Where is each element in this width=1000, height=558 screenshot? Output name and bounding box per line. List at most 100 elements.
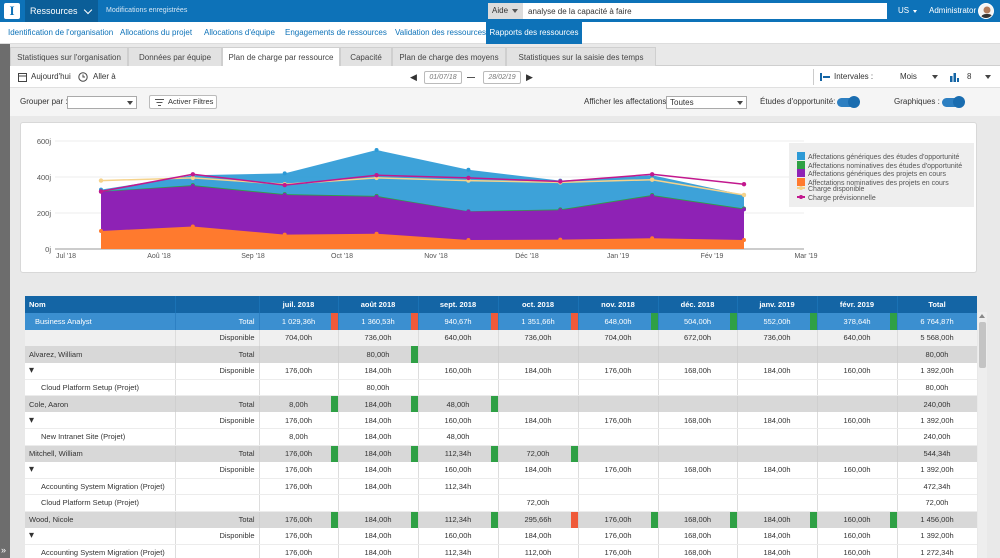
value-cell[interactable] — [658, 445, 738, 462]
value-cell[interactable]: 672,00h — [658, 329, 738, 346]
total-cell[interactable]: 472,34h — [897, 478, 977, 495]
value-cell[interactable]: 176,00h — [259, 511, 339, 528]
value-cell[interactable] — [737, 445, 818, 462]
total-cell[interactable]: 1 392,00h — [897, 412, 977, 429]
app-logo[interactable]: I — [4, 3, 20, 19]
value-cell[interactable] — [817, 494, 898, 512]
value-cell[interactable]: 184,00h — [737, 461, 818, 479]
value-cell[interactable] — [817, 478, 898, 495]
value-cell[interactable]: 704,00h — [578, 329, 659, 346]
value-cell[interactable]: 184,00h — [338, 412, 419, 429]
value-cell[interactable] — [737, 494, 818, 512]
value-cell[interactable]: 648,00h — [578, 313, 659, 330]
next-period-icon[interactable]: ▶ — [526, 72, 533, 82]
value-cell[interactable]: 1 029,36h — [259, 313, 339, 330]
value-cell[interactable]: 176,00h — [259, 412, 339, 429]
nav-resource-commitments[interactable]: Engagements de ressources — [285, 28, 387, 37]
value-cell[interactable]: 160,00h — [817, 544, 898, 558]
tab-organisation-stats[interactable]: Statistiques sur l'organisation — [10, 47, 128, 66]
opportunity-studies-toggle[interactable] — [837, 96, 860, 108]
value-cell[interactable]: 48,00h — [418, 395, 499, 412]
value-cell[interactable]: 176,00h — [259, 445, 339, 462]
resource-row[interactable]: Wood, Nicole Total 176,00h 184,00h 112,34h 29… — [25, 511, 977, 528]
value-cell[interactable]: 112,34h — [418, 445, 499, 462]
value-cell[interactable]: 736,00h — [498, 329, 579, 346]
value-cell[interactable]: 80,00h — [338, 346, 419, 363]
project-row[interactable]: Accounting System Migration (Projet) 176,… — [25, 478, 977, 495]
group-by-select[interactable] — [67, 96, 137, 109]
value-cell[interactable] — [578, 346, 659, 363]
value-cell[interactable] — [578, 379, 659, 396]
value-cell[interactable]: 160,00h — [817, 412, 898, 429]
value-cell[interactable]: 176,00h — [259, 527, 339, 545]
value-cell[interactable]: 184,00h — [498, 527, 579, 545]
tab-timesheet-stats[interactable]: Statistiques sur la saisie des temps — [506, 47, 656, 66]
value-cell[interactable]: 72,00h — [498, 445, 579, 462]
column-header[interactable]: juil. 2018 — [259, 296, 339, 313]
legend-item[interactable]: Charge disponible — [797, 186, 864, 193]
tab-capacity[interactable]: Capacité — [340, 47, 392, 66]
value-cell[interactable]: 176,00h — [578, 527, 659, 545]
resource-row[interactable]: Mitchell, William Total 176,00h 184,00h 112,… — [25, 445, 977, 462]
scrollbar-thumb[interactable] — [979, 322, 986, 368]
value-cell[interactable]: 184,00h — [737, 527, 818, 545]
value-cell[interactable] — [737, 395, 818, 412]
charts-toggle[interactable] — [942, 96, 965, 108]
value-cell[interactable]: 184,00h — [498, 362, 579, 380]
value-cell[interactable]: 48,00h — [418, 428, 499, 446]
scroll-up-icon[interactable] — [979, 314, 985, 318]
column-header[interactable]: août 2018 — [338, 296, 419, 313]
column-header[interactable] — [175, 296, 260, 313]
show-assignments-select[interactable]: Toutes — [666, 96, 747, 109]
tab-means-workload[interactable]: Plan de charge des moyens — [392, 47, 506, 66]
nav-resource-reports[interactable]: Rapports des ressources — [486, 22, 582, 44]
value-cell[interactable]: 160,00h — [817, 511, 898, 528]
value-cell[interactable] — [498, 346, 579, 363]
legend-item[interactable]: Affectations nominatives des études d'op… — [797, 160, 962, 170]
total-cell[interactable]: 240,00h — [897, 428, 977, 446]
value-cell[interactable] — [498, 428, 579, 446]
availability-row[interactable]: ▾ Disponible 176,00h 184,00h 160,00h 184,00h 1… — [25, 461, 977, 479]
value-cell[interactable]: 184,00h — [338, 544, 419, 558]
value-cell[interactable]: 160,00h — [418, 412, 499, 429]
value-cell[interactable]: 736,00h — [737, 329, 818, 346]
value-cell[interactable] — [578, 478, 659, 495]
value-cell[interactable]: 168,00h — [658, 362, 738, 380]
availability-row[interactable]: ▾ Disponible 176,00h 184,00h 160,00h 184,00h 1… — [25, 362, 977, 380]
value-cell[interactable]: 160,00h — [418, 461, 499, 479]
legend-item[interactable]: Affectations génériques des études d'opp… — [797, 152, 959, 161]
value-cell[interactable]: 504,00h — [658, 313, 738, 330]
total-cell[interactable]: 80,00h — [897, 346, 977, 363]
nav-organisation[interactable]: Identification de l'organisation — [8, 28, 114, 37]
value-cell[interactable] — [418, 494, 499, 512]
value-cell[interactable]: 160,00h — [418, 362, 499, 380]
value-cell[interactable] — [658, 346, 738, 363]
value-cell[interactable]: 160,00h — [817, 527, 898, 545]
expand-caret-icon[interactable]: ▾ — [29, 530, 35, 541]
help-dropdown[interactable]: Aide — [488, 3, 523, 19]
column-header[interactable]: Nom — [25, 296, 176, 313]
value-cell[interactable] — [658, 395, 738, 412]
value-cell[interactable]: 184,00h — [737, 412, 818, 429]
column-header[interactable]: oct. 2018 — [498, 296, 579, 313]
value-cell[interactable] — [578, 428, 659, 446]
value-cell[interactable] — [418, 379, 499, 396]
value-cell[interactable] — [817, 379, 898, 396]
value-cell[interactable] — [259, 494, 339, 512]
value-cell[interactable]: 168,00h — [658, 544, 738, 558]
total-cell[interactable]: 5 568,00h — [897, 329, 977, 346]
value-cell[interactable] — [737, 379, 818, 396]
value-cell[interactable] — [658, 494, 738, 512]
legend-item[interactable]: Charge prévisionnelle — [797, 194, 876, 202]
value-cell[interactable] — [817, 445, 898, 462]
value-cell[interactable]: 1 351,66h — [498, 313, 579, 330]
availability-row[interactable]: ▾ Disponible 176,00h 184,00h 160,00h 184,00h 1… — [25, 412, 977, 429]
availability-row[interactable]: ▾ Disponible 176,00h 184,00h 160,00h 184,00h 1… — [25, 527, 977, 545]
value-cell[interactable]: 184,00h — [338, 445, 419, 462]
tab-resource-workload[interactable]: Plan de charge par ressource — [222, 47, 340, 67]
value-cell[interactable]: 184,00h — [338, 478, 419, 495]
value-cell[interactable]: 160,00h — [418, 527, 499, 545]
intervals-select[interactable]: Mois — [900, 72, 917, 81]
value-cell[interactable]: 168,00h — [658, 461, 738, 479]
value-cell[interactable]: 184,00h — [338, 362, 419, 380]
